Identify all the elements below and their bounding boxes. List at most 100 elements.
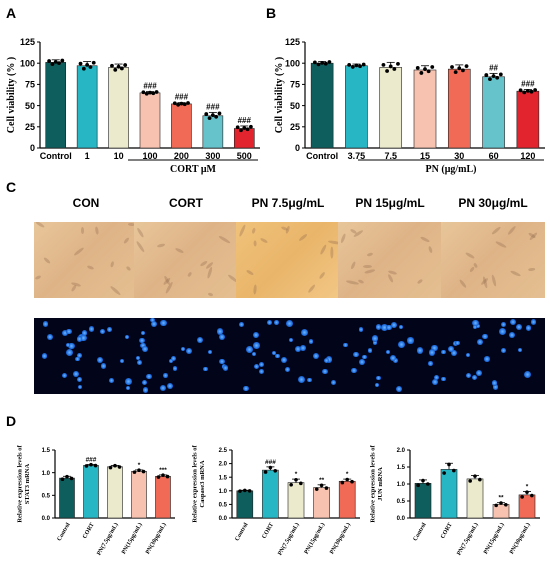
nucleus-dot — [150, 318, 155, 323]
cell-shape — [175, 247, 185, 254]
cell-shape — [207, 292, 214, 298]
data-point — [214, 114, 219, 119]
cell-shape — [251, 227, 257, 234]
data-point — [148, 90, 152, 95]
data-point — [69, 476, 74, 481]
nucleus-dot — [167, 383, 174, 390]
nucleus-dot — [238, 322, 244, 328]
nucleus-dot — [65, 343, 70, 348]
cell-shape — [218, 235, 231, 245]
nucleus-dot — [477, 338, 484, 345]
bar — [414, 483, 432, 519]
cell-shape — [319, 243, 328, 255]
data-point — [415, 65, 420, 70]
nucleus-dot — [77, 384, 82, 390]
cell-shape — [364, 268, 376, 275]
data-point — [491, 74, 496, 78]
nucleus-dot — [140, 342, 146, 349]
data-point — [294, 478, 298, 482]
bar — [171, 103, 192, 149]
data-point — [494, 503, 498, 508]
x-axis-title: CORT μM — [170, 164, 217, 175]
data-point — [529, 89, 534, 94]
x-tick-label: 60 — [489, 151, 499, 161]
cell-shape — [417, 278, 424, 285]
image-label-pn-15: PN 15μg/mL — [355, 196, 425, 210]
bar — [287, 482, 305, 519]
cell-shape — [73, 246, 85, 256]
data-point — [442, 471, 446, 475]
data-point — [113, 67, 118, 72]
y-tick-label: 0.0 — [219, 516, 228, 522]
fluorescence-image-pn-30 — [441, 318, 545, 394]
nucleus-dot — [299, 345, 306, 352]
chart-d2: 0.0 0.5 1.0 1.5 2.0 2.5 Relative expression le… — [192, 445, 360, 557]
bar — [108, 67, 129, 149]
bar — [345, 65, 368, 149]
nucleus-dot — [96, 356, 103, 364]
data-point — [243, 488, 247, 493]
nucleus-dot — [106, 327, 112, 332]
data-point — [263, 470, 268, 474]
nucleus-dot — [136, 355, 141, 360]
data-point — [423, 67, 427, 72]
nucleus-dot — [322, 368, 328, 374]
nucleus-dot — [61, 372, 68, 378]
cell-shape — [464, 251, 475, 260]
bar — [131, 471, 147, 519]
nucleus-dot — [353, 351, 359, 358]
data-point — [473, 474, 477, 478]
x-tick-label: 15 — [420, 151, 430, 161]
y-tick-label: 1.5 — [219, 475, 228, 481]
nucleus-dot — [169, 359, 174, 364]
cell-shape — [506, 225, 517, 236]
x-tick-label: PN(15μg/mL) — [482, 521, 506, 555]
nucleus-dot — [272, 350, 277, 355]
data-point — [242, 126, 247, 130]
nucleus-dot — [472, 320, 479, 327]
cell-shape — [510, 269, 522, 277]
nucleus-dot — [342, 342, 348, 348]
x-tick-label: 100 — [142, 151, 157, 161]
panel-letter-a: A — [6, 5, 16, 21]
data-point — [60, 58, 65, 63]
data-point — [289, 482, 293, 487]
cell-shape — [387, 273, 395, 284]
nucleus-dot — [284, 367, 290, 373]
nucleus-dot — [246, 346, 253, 354]
nucleus-dot — [219, 334, 226, 341]
image-label-con: CON — [72, 196, 100, 210]
nucleus-dot — [159, 319, 167, 327]
nucleus-dot — [163, 373, 168, 379]
data-point — [316, 62, 321, 67]
nucleus-dot — [77, 336, 83, 342]
data-point — [525, 490, 529, 494]
data-point — [123, 63, 128, 67]
data-point — [88, 65, 93, 69]
fluorescence-image-cort — [134, 318, 238, 394]
nucleus-dot — [390, 321, 397, 328]
cell-shape — [259, 237, 268, 245]
data-point — [450, 65, 454, 69]
cell-shape — [125, 265, 132, 272]
nucleus-dot — [280, 356, 287, 363]
x-tick-label: 3.75 — [348, 151, 366, 161]
cell-shape — [494, 240, 507, 249]
data-point — [248, 124, 253, 129]
x-tick-label: Control — [40, 151, 72, 161]
y-tick-label: 0.5 — [397, 499, 406, 505]
data-point — [314, 487, 319, 491]
nucleus-dot — [367, 348, 373, 353]
data-point — [137, 468, 141, 473]
bar — [447, 68, 471, 149]
nucleus-dot — [141, 379, 147, 385]
y-tick-label: 1.0 — [397, 482, 406, 488]
nucleus-dot — [252, 332, 259, 339]
data-point — [179, 101, 184, 106]
bar — [482, 76, 505, 149]
nucleus-dot — [77, 376, 83, 383]
significance-label: ## — [489, 63, 498, 72]
data-point — [488, 77, 492, 82]
